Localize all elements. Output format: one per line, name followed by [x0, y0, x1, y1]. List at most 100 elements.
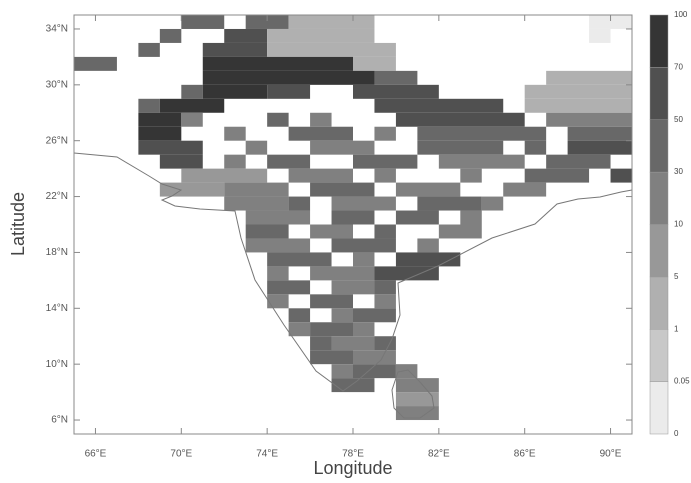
grid-cell [331, 378, 375, 393]
x-tick-label: 66°E [85, 449, 107, 460]
grid-cell [331, 210, 375, 225]
grid-cell [353, 252, 375, 267]
grid-cell [331, 238, 396, 253]
grid-cell [417, 140, 504, 155]
grid-cell [310, 112, 332, 127]
x-tick-label: 86°E [514, 449, 536, 460]
grid-cell [245, 15, 289, 29]
grid-cell [310, 140, 375, 155]
grid-cell [395, 378, 439, 393]
colorbar-label: 70 [674, 62, 683, 71]
y-tick-label: 10°N [46, 359, 68, 370]
grid-cell [353, 350, 396, 365]
grid-cell [374, 294, 396, 309]
colorbar-label: 50 [674, 115, 683, 124]
grid-cell [331, 308, 353, 323]
grid-cell [610, 168, 632, 183]
grid-cell [288, 196, 311, 211]
grid-cell [181, 168, 268, 183]
grid-cell [331, 280, 375, 295]
grid-cell [546, 70, 632, 85]
y-axis-title: Latitude [8, 192, 28, 256]
grid-cell [224, 182, 289, 197]
grid-cell [374, 70, 418, 85]
grid-cell [395, 406, 439, 421]
grid-cell [546, 154, 611, 169]
grid-cell [331, 336, 375, 351]
grid-cell [245, 238, 311, 253]
grid-cell [267, 294, 289, 309]
grid-cell [524, 168, 590, 183]
grid-cell [181, 112, 203, 127]
sri-lanka-coastline [391, 369, 435, 419]
y-tick-label: 6°N [51, 415, 68, 426]
grid-cell [288, 308, 311, 323]
grid-cell [267, 84, 311, 99]
grid-cell [310, 224, 353, 239]
grid-cell [267, 28, 375, 43]
colorbar-swatch [649, 14, 669, 68]
grid-cell [438, 224, 482, 239]
grid-cell [310, 294, 353, 309]
grid-cell [288, 15, 375, 29]
grid-cell [503, 182, 547, 197]
grid-cell [267, 42, 396, 57]
grid-cell [589, 28, 611, 43]
grid-cell [567, 126, 632, 141]
grid-cell [138, 42, 160, 57]
y-tick-label: 30°N [46, 79, 68, 90]
coastline [73, 152, 633, 392]
colorbar-label: 30 [674, 167, 683, 176]
grid-cell [310, 182, 375, 197]
grid-cell [138, 98, 160, 113]
grid-cell [245, 140, 268, 155]
x-tick-label: 90°E [600, 449, 622, 460]
grid-cell [524, 84, 632, 99]
grid-cell [310, 322, 353, 337]
x-axis-title: Longitude [313, 458, 392, 478]
grid-cell [589, 15, 632, 29]
colorbar-swatch [649, 67, 669, 120]
grid-cell [374, 266, 439, 281]
grid-cell [181, 15, 225, 29]
grid-cell [374, 126, 396, 141]
grid-cell [310, 336, 332, 351]
grid-cell [202, 42, 268, 57]
axis-ticks: 66°E 70°E 74°E 78°E 82°E 86°E 90°E 6°N 10°N 14°N 1… [46, 15, 632, 460]
grid-cell [353, 154, 418, 169]
grid-cell [267, 112, 289, 127]
grid-cell [395, 182, 461, 197]
grid-cell [395, 210, 439, 225]
grid-cell [181, 84, 203, 99]
grid-cell [353, 56, 396, 71]
grid-cell [395, 392, 439, 407]
y-tick-label: 26°N [46, 135, 68, 146]
y-tick-label: 22°N [46, 191, 68, 202]
colorbar: 0 0.05 1 5 10 30 50 70 100 [649, 10, 690, 438]
grid-cell [567, 140, 632, 155]
grid-cell [202, 84, 268, 99]
y-tick-label: 34°N [46, 24, 68, 35]
grid-cell [481, 196, 504, 211]
grid-cell [74, 56, 117, 71]
grid-cell [159, 154, 203, 169]
grid-cell [202, 56, 353, 71]
grid-cell [138, 140, 203, 155]
grid-cell [417, 126, 547, 141]
grid-cell [331, 364, 353, 379]
grid-cell [159, 182, 225, 197]
grid-cell [202, 70, 375, 85]
grid-cell [224, 126, 246, 141]
grid-cell [159, 98, 225, 113]
y-tick-label: 14°N [46, 303, 68, 314]
grid-cell [353, 84, 439, 99]
colorbar-swatch [649, 224, 669, 278]
grid-cell [245, 224, 289, 239]
grid-cell [524, 98, 632, 113]
grid-cell [374, 336, 396, 351]
grid-cell [288, 322, 311, 337]
grid-cell [267, 154, 311, 169]
colorbar-label: 1 [674, 324, 679, 333]
colorbar-swatch [649, 171, 669, 225]
